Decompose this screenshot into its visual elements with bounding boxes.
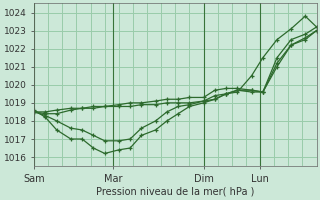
- X-axis label: Pression niveau de la mer( hPa ): Pression niveau de la mer( hPa ): [96, 187, 254, 197]
